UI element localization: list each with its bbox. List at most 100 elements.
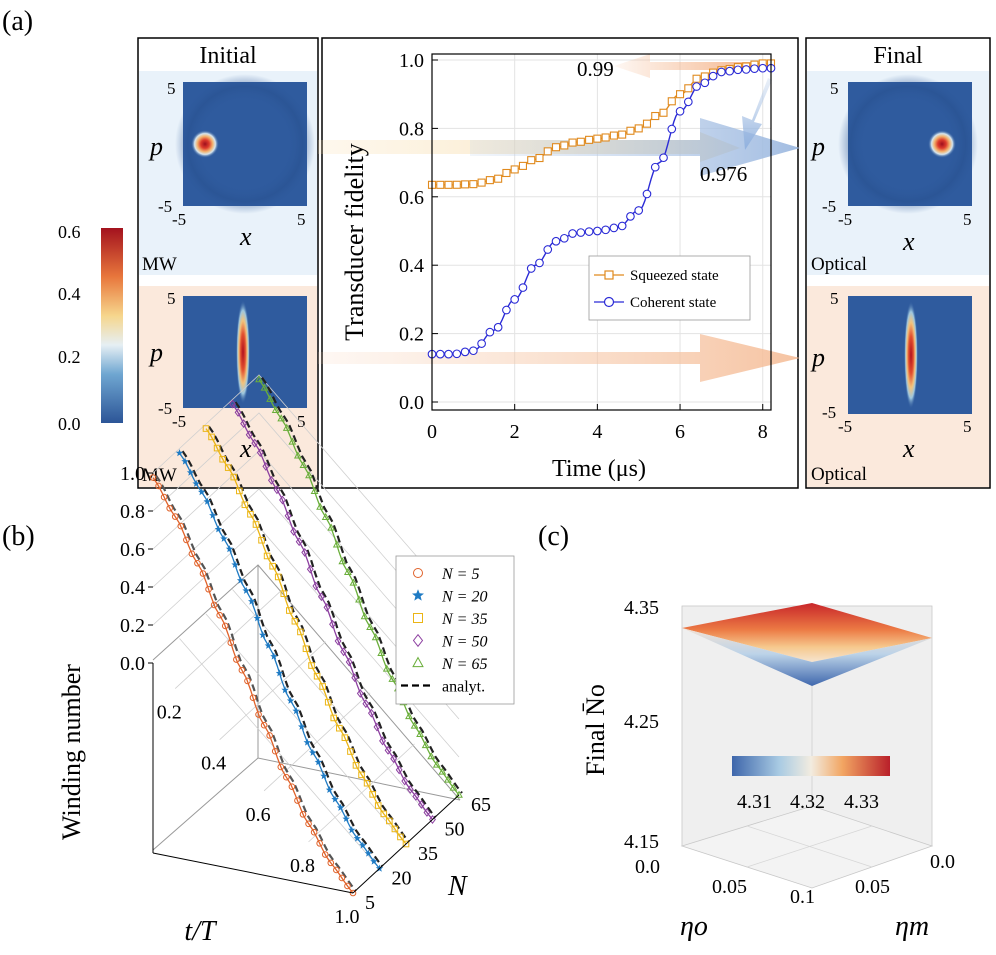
winding-point (194, 559, 201, 567)
winding-point (219, 455, 226, 463)
winding-point (205, 585, 212, 593)
winding-point (390, 754, 398, 764)
winding-point (382, 664, 391, 672)
winding-point (241, 501, 249, 509)
squeezed-point (659, 108, 668, 117)
winding-point (236, 487, 243, 495)
winding-point (247, 510, 254, 518)
winding-point (199, 570, 207, 577)
surface-colorbar: 4.31 4.32 4.33 (732, 756, 890, 813)
winding-point (209, 511, 217, 519)
winding-point (331, 795, 339, 803)
legend-label: N = 20 (441, 589, 487, 606)
analytic-curve (155, 474, 357, 892)
coherent-point (435, 349, 445, 359)
squeezed-point (626, 126, 635, 135)
winding-ntick-label: 50 (445, 819, 465, 841)
winding-point (302, 645, 310, 653)
winding-point (262, 461, 270, 471)
surface-eta-o-tick: 0.1 (790, 886, 815, 908)
fidelity-plot: 0 2 4 6 8 0.0 0.2 0.4 0.6 0.8 1.0 Transducer fidel… (318, 37, 800, 489)
winding-point (227, 639, 235, 647)
winding-point (340, 647, 348, 657)
winding-point (210, 601, 218, 609)
winding-point (286, 607, 293, 614)
winding-curve (258, 379, 460, 796)
winding-point (224, 464, 232, 471)
coherent-point (626, 212, 635, 221)
coherent-point (452, 349, 462, 359)
winding-point (333, 866, 340, 874)
winding-point (314, 758, 323, 766)
legend-label: N = 65 (441, 656, 487, 673)
surface-zlabel: Final N̄o (581, 684, 610, 776)
winding-point (317, 592, 325, 602)
coherent-point (518, 283, 528, 292)
squeezed-point (692, 74, 701, 83)
phase-map-initial-squeezed (183, 296, 307, 408)
winding-point (245, 430, 253, 440)
coherent-point (675, 106, 685, 116)
winding-point (338, 557, 347, 565)
winding-point (367, 708, 375, 718)
winding-xtick-label: 0.6 (246, 804, 271, 826)
squeezed-point (485, 176, 494, 185)
winding-point (377, 648, 386, 656)
winding-point (203, 497, 211, 505)
phase-map-initial-coherent (175, 74, 315, 214)
winding-point (342, 814, 350, 822)
winding-point (309, 748, 317, 756)
tick-x-min: -5 (172, 412, 186, 431)
winding-point (360, 612, 369, 620)
winding-point (267, 475, 275, 485)
winding-point (271, 747, 279, 755)
winding-point (384, 745, 392, 755)
mw-label: MW (142, 465, 177, 486)
winding-point (417, 799, 425, 809)
legend-label: N = 50 (441, 634, 487, 651)
squeezed-point (502, 168, 511, 178)
squeezed-point (585, 135, 594, 144)
coherent-point (502, 305, 511, 315)
legend-label: analyt. (442, 679, 485, 696)
surface-eta-o-tick: 0.05 (712, 876, 747, 898)
winding-ntick-label: 20 (392, 868, 412, 890)
winding-point (166, 504, 173, 512)
winding-floor-gridline (205, 613, 407, 845)
winding-point (275, 669, 284, 677)
winding-point (386, 817, 393, 825)
winding-point (181, 457, 189, 465)
legend-label: N = 5 (441, 566, 479, 583)
winding-point (412, 791, 420, 801)
winding-point (364, 849, 373, 857)
winding-point (303, 738, 311, 746)
colorbar-tick: 0.4 (58, 284, 81, 304)
winding-point (373, 722, 381, 732)
coherent-point (477, 339, 486, 348)
winding-point (301, 547, 309, 557)
winding-point (255, 711, 262, 718)
winding-point (273, 485, 281, 495)
fidelity-ylabel: Transducer fidelity (340, 143, 369, 341)
coherent-point (576, 228, 586, 237)
fidelity-xlabel: Time (μs) (552, 456, 646, 482)
coherent-point (733, 65, 743, 75)
winding-point (255, 375, 263, 383)
winding-point (290, 527, 298, 536)
winding-point (347, 748, 354, 755)
fidelity-xtick-label: 0 (427, 421, 437, 443)
winding-point (338, 874, 346, 882)
winding-point (449, 783, 458, 791)
winding-point (402, 840, 410, 848)
coherent-point (551, 236, 561, 246)
winding-point (280, 590, 288, 598)
winding-point (279, 495, 286, 505)
winding-point (423, 807, 431, 817)
winding-point (202, 425, 210, 432)
squeezed-point (667, 97, 676, 106)
arrow-099 (614, 54, 755, 78)
winding-point (427, 752, 436, 760)
winding-point (320, 772, 328, 780)
winding-ntick-label: 35 (418, 843, 438, 865)
coherent-point (559, 233, 569, 243)
